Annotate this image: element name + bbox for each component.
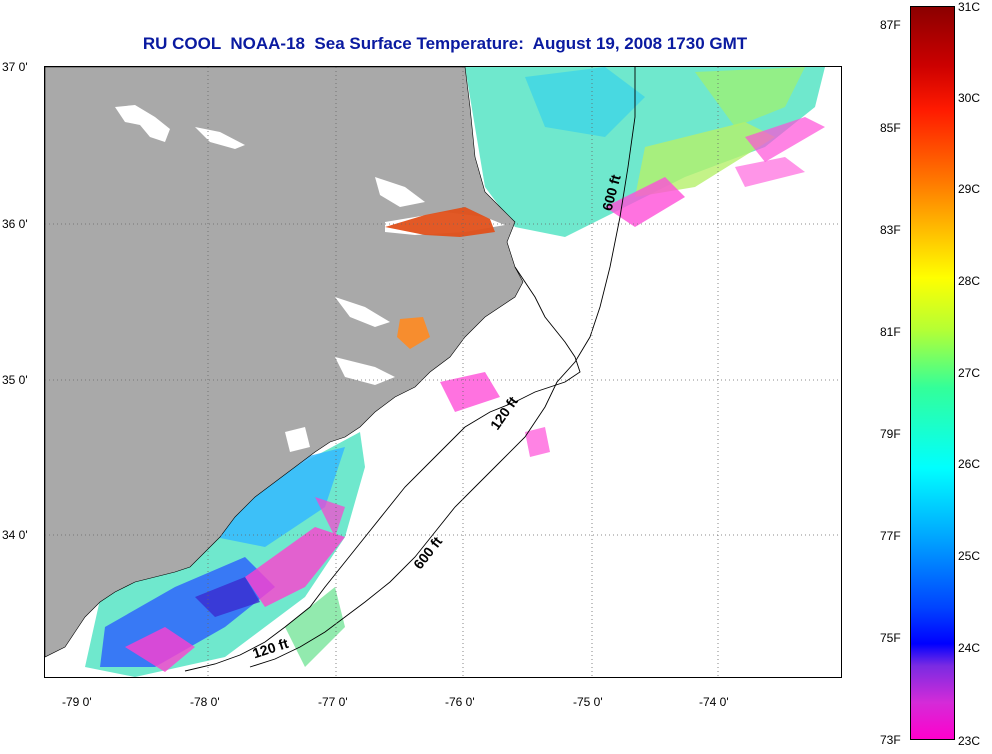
pamlico-sound-warm xyxy=(385,207,495,237)
colorbar-f-label: 73F xyxy=(880,733,901,747)
graticule xyxy=(45,67,841,677)
lon-label: -79 0' xyxy=(62,695,92,709)
lon-label: -75 0' xyxy=(573,695,603,709)
lat-label: 34 0' xyxy=(2,528,28,542)
map-title: RU COOL NOAA-18 Sea Surface Temperature:… xyxy=(142,34,748,53)
colorbar-f-label: 75F xyxy=(880,631,901,645)
colorbar-c-label: 28C xyxy=(958,274,981,288)
colorbar-f-label: 87F xyxy=(880,18,901,32)
colorbar-f-label: 83F xyxy=(880,223,901,237)
lon-label: -76 0' xyxy=(445,695,475,709)
colorbar-c-label: 24C xyxy=(958,641,981,655)
lat-label: 35 0' xyxy=(2,373,28,387)
map-canvas: 600 ft 120 ft 600 ft 120 ft xyxy=(45,67,841,677)
contour-label: 600 ft xyxy=(410,533,445,572)
lat-label: 37 0' xyxy=(2,60,28,74)
colorbar-f-label: 81F xyxy=(880,325,901,339)
colorbar-c-label: 29C xyxy=(958,182,981,196)
colorbar-c-label: 30C xyxy=(958,91,981,105)
contour-label: 120 ft xyxy=(250,635,290,662)
colorbar-f-label: 85F xyxy=(880,121,901,135)
land-mass xyxy=(45,67,524,658)
colorbar-c-label: 31C xyxy=(958,0,981,14)
lat-label: 36 0' xyxy=(2,217,28,231)
sst-map: 600 ft 120 ft 600 ft 120 ft xyxy=(44,66,842,678)
colorbar-f-label: 79F xyxy=(880,427,901,441)
lon-label: -74 0' xyxy=(699,695,729,709)
colorbar-f-label: 77F xyxy=(880,529,901,543)
neuse-river-warm xyxy=(397,317,430,349)
colorbar-c-label: 26C xyxy=(958,457,981,471)
lon-label: -77 0' xyxy=(318,695,348,709)
bathymetry-contours xyxy=(184,67,636,672)
colorbar-c-label: 27C xyxy=(958,366,981,380)
temperature-colorbar xyxy=(910,6,955,740)
colorbar-c-label: 23C xyxy=(958,734,981,748)
lon-label: -78 0' xyxy=(190,695,220,709)
colorbar-c-label: 25C xyxy=(958,549,981,563)
